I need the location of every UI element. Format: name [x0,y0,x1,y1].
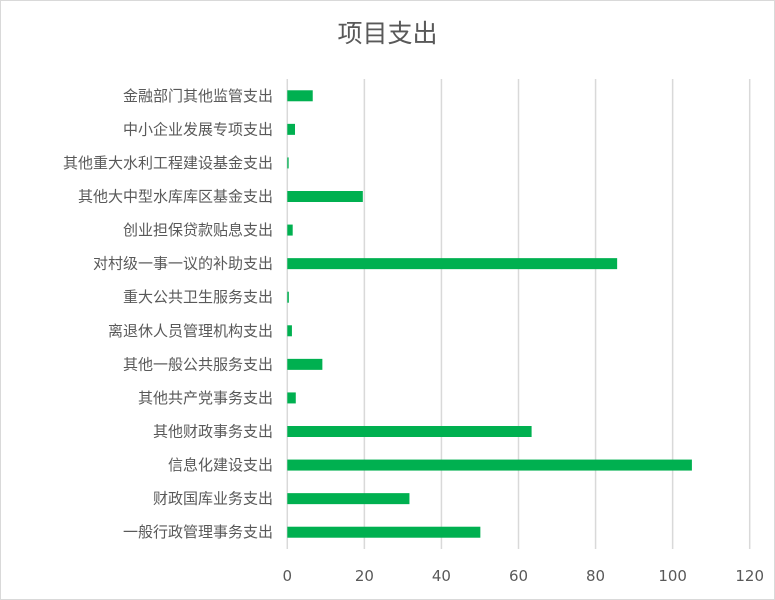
bar [287,426,532,437]
category-label: 金融部门其他监管支出 [123,87,273,105]
category-label: 重大公共卫生服务支出 [123,288,273,306]
bar [287,358,323,370]
x-tick-label: 0 [283,567,293,585]
category-label: 其他重大水利工程建设基金支出 [63,154,273,172]
category-label: 中小企业发展专项支出 [123,120,273,138]
bar [287,90,313,102]
bar [287,123,296,135]
bar [287,459,692,471]
x-tick-label: 60 [509,567,528,585]
bar [287,392,296,404]
bar [287,526,481,538]
x-tick-label: 80 [586,567,605,585]
category-label: 对村级一事一议的补助支出 [93,255,273,273]
bar [287,224,293,236]
chart-title: 项目支出 [337,19,438,48]
bar [287,325,292,337]
category-label: 财政国库业务支出 [153,490,273,508]
category-label: 其他财政事务支出 [153,423,273,441]
category-label: 其他一般公共服务支出 [123,355,273,373]
bar [287,291,289,303]
bar [287,493,410,505]
category-label: 信息化建设支出 [168,456,273,474]
bar [287,157,289,169]
x-tick-label: 100 [658,567,687,585]
x-tick-label: 120 [735,567,764,585]
x-tick-label: 40 [432,567,451,585]
x-tick-label: 20 [355,567,374,585]
category-label: 其他共产党事务支出 [138,389,273,407]
bar [287,258,618,270]
category-label: 其他大中型水库库区基金支出 [78,188,273,206]
category-label: 离退休人员管理机构支出 [108,322,273,340]
bar [287,191,363,202]
category-label: 一般行政管理事务支出 [123,523,273,541]
category-label: 创业担保贷款贴息支出 [123,221,273,239]
